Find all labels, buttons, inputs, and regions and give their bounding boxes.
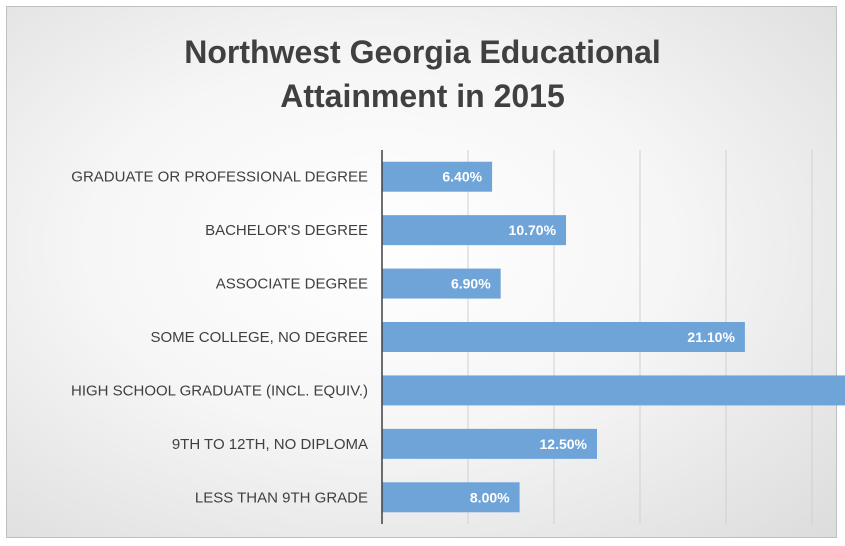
bar (382, 482, 520, 513)
category-label: 9TH TO 12TH, NO DIPLOMA (172, 436, 368, 453)
bars (382, 161, 845, 513)
chart-title: Northwest Georgia Educational Attainment… (0, 30, 845, 118)
chart-title-line-2: Attainment in 2015 (280, 78, 565, 114)
category-label: LESS THAN 9TH GRADE (195, 489, 368, 506)
bar (382, 375, 845, 406)
category-label: SOME COLLEGE, NO DEGREE (150, 329, 368, 346)
data-labels: 6.40%10.70%6.90%21.10%34.40%12.50%8.00% (442, 169, 735, 506)
bar (382, 428, 597, 459)
chart-title-line-1: Northwest Georgia Educational (184, 34, 661, 70)
category-label: GRADUATE OR PROFESSIONAL DEGREE (71, 169, 368, 186)
bar (382, 161, 493, 192)
data-label: 12.50% (540, 436, 588, 452)
bar (382, 322, 745, 352)
category-label: BACHELOR'S DEGREE (205, 222, 368, 239)
data-label: 8.00% (470, 489, 510, 505)
category-labels: GRADUATE OR PROFESSIONAL DEGREE BACHELOR'… (71, 169, 368, 507)
category-label: ASSOCIATE DEGREE (216, 276, 368, 293)
data-label: 10.70% (509, 222, 557, 238)
data-label: 21.10% (687, 329, 735, 345)
bar (382, 215, 567, 246)
data-label: 6.90% (451, 276, 491, 292)
data-label: 6.40% (442, 169, 482, 185)
category-label: HIGH SCHOOL GRADUATE (INCL. EQUIV.) (71, 382, 368, 399)
bar (382, 268, 501, 299)
